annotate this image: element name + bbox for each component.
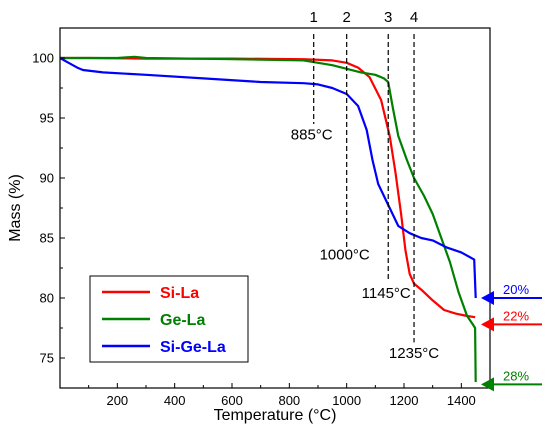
marker-number-2: 2 bbox=[342, 9, 350, 26]
y-tick-label-5: 100 bbox=[32, 51, 54, 66]
series-line-si-ge-la bbox=[59, 57, 477, 299]
marker-number-3: 3 bbox=[384, 9, 392, 26]
marker-layer: 1 885°C 2 1000°C 3 1145°C 4 1235°C bbox=[291, 9, 440, 362]
x-tick-label-0: 200 bbox=[106, 393, 128, 408]
residual-arrow-head-0 bbox=[481, 291, 494, 305]
marker-number-1: 1 bbox=[310, 9, 318, 26]
x-tick-label-5: 1200 bbox=[390, 393, 419, 408]
marker-number-4: 4 bbox=[410, 9, 418, 26]
y-tick-label-2: 85 bbox=[40, 231, 54, 246]
y-tick-label-3: 90 bbox=[40, 171, 54, 186]
legend-entries: Si-La Ge-La Si-Ge-La bbox=[102, 285, 226, 356]
marker-temp-label-2: 1000°C bbox=[320, 247, 370, 264]
y-axis-label: Mass (%) bbox=[7, 174, 24, 242]
x-tick-label-6: 1400 bbox=[447, 393, 476, 408]
series-line-ge-la bbox=[60, 55, 477, 383]
legend-label-si-ge-la: Si-Ge-La bbox=[160, 339, 226, 356]
x-tick-label-4: 1000 bbox=[332, 393, 361, 408]
residual-label-1: 22% bbox=[503, 308, 529, 323]
residual-arrow-head-1 bbox=[481, 317, 494, 332]
y-tick-label-1: 80 bbox=[40, 291, 54, 306]
x-tick-label-1: 400 bbox=[164, 393, 186, 408]
tick-layer: 200 400 600 800 1000 1200 1400 75 80 85 90 95 100 bbox=[32, 27, 476, 408]
legend-label-si-la: Si-La bbox=[160, 285, 199, 302]
marker-temp-label-4: 1235°C bbox=[389, 345, 439, 362]
residual-label-2: 28% bbox=[503, 368, 529, 383]
y-tick-label-4: 95 bbox=[40, 111, 54, 126]
legend: Si-La Ge-La Si-Ge-La bbox=[89, 275, 249, 363]
marker-temp-label-3: 1145°C bbox=[362, 285, 411, 302]
x-tick-label-3: 800 bbox=[278, 393, 300, 408]
legend-label-ge-la: Ge-La bbox=[160, 312, 205, 329]
residual-label-0: 20% bbox=[503, 282, 529, 297]
series-layer bbox=[59, 55, 477, 383]
residual-layer: 20% 22% 28% bbox=[481, 282, 542, 392]
marker-temp-label-1: 885°C bbox=[291, 127, 333, 144]
residual-arrow-head-2 bbox=[481, 377, 494, 392]
x-axis-label: Temperature (°C) bbox=[214, 407, 337, 424]
x-tick-label-2: 600 bbox=[221, 393, 243, 408]
y-tick-label-0: 75 bbox=[40, 351, 54, 366]
